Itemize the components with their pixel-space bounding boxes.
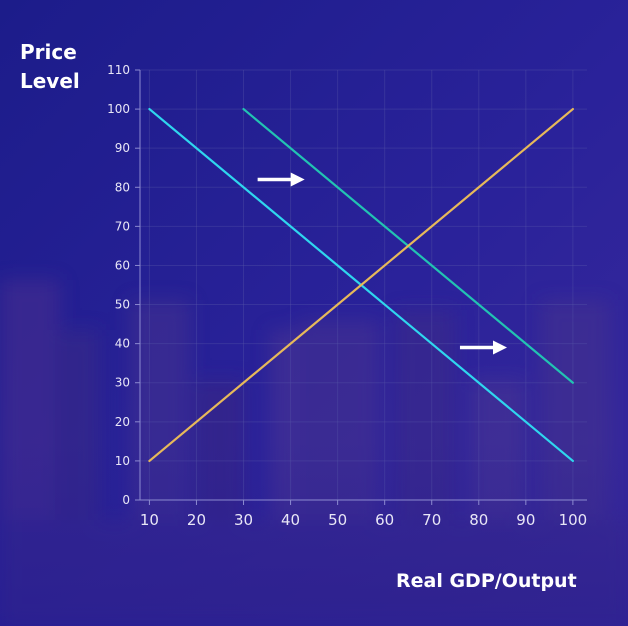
x-tick-label: 20 (187, 511, 206, 529)
tick-labels: 10 20 30 40 50 60 70 80 90 100 0 10 20 30 40 50 60 70 80 90… (107, 63, 587, 529)
axes (135, 69, 587, 505)
x-tick-label: 80 (469, 511, 488, 529)
y-tick-label: 80 (115, 180, 130, 194)
shift-arrows (257, 172, 508, 355)
y-tick-label: 10 (115, 454, 130, 468)
y-tick-label: 20 (115, 415, 130, 429)
x-tick-label: 60 (375, 511, 394, 529)
y-axis-label-line1: Price (20, 40, 77, 64)
x-tick-label: 70 (422, 511, 441, 529)
x-tick-label: 30 (234, 511, 253, 529)
series-lines (148, 107, 574, 463)
x-tick-label: 40 (281, 511, 300, 529)
x-tick-label: 50 (328, 511, 347, 529)
y-tick-label: 100 (107, 102, 130, 116)
y-tick-label: 30 (115, 376, 130, 390)
grid (140, 69, 587, 501)
series-line-3 (148, 107, 574, 463)
shift-arrow-1 (257, 172, 305, 187)
x-tick-label: 10 (140, 511, 159, 529)
y-tick-label: 110 (107, 63, 130, 77)
arrow-head (493, 340, 508, 355)
y-tick-label: 90 (115, 141, 130, 155)
y-tick-label: 50 (115, 298, 130, 312)
y-tick-label: 0 (122, 493, 130, 507)
arrow-head (290, 172, 305, 187)
y-tick-label: 60 (115, 258, 130, 272)
y-axis-label: Price Level (20, 38, 100, 96)
y-tick-label: 40 (115, 337, 130, 351)
x-tick-label: 100 (559, 511, 588, 529)
y-axis-label-line2: Level (20, 69, 80, 93)
x-axis-label: Real GDP/Output (396, 570, 577, 592)
shift-arrow-2 (459, 340, 508, 355)
x-tick-label: 90 (516, 511, 535, 529)
y-tick-label: 70 (115, 219, 130, 233)
